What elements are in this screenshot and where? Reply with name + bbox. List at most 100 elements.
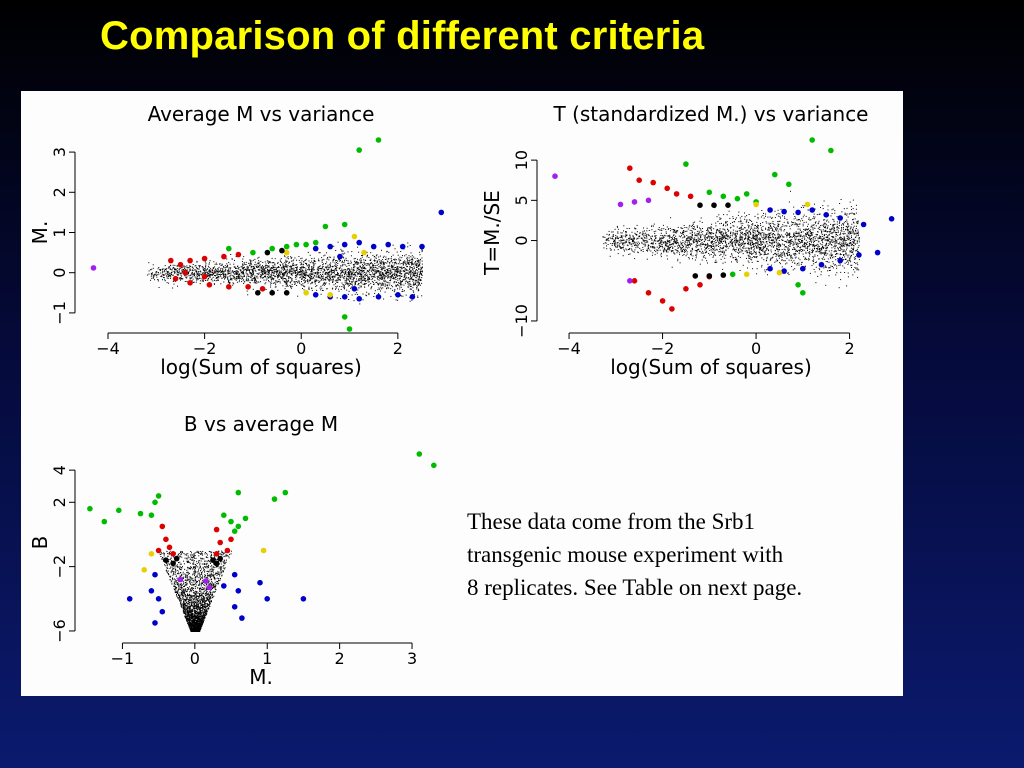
bulk-point: [648, 230, 650, 231]
bulk-point: [715, 231, 717, 233]
bulk-point: [339, 279, 341, 281]
bulk-point: [847, 276, 849, 278]
bulk-point: [284, 272, 286, 274]
bulk-point: [321, 268, 323, 270]
bulk-point: [335, 288, 336, 290]
bulk-point: [148, 273, 150, 275]
bulk-point: [236, 281, 238, 283]
bulk-point: [215, 277, 217, 279]
bulk-point: [250, 261, 251, 263]
bulk-point: [197, 273, 199, 275]
bulk-point: [767, 237, 769, 239]
bulk-point: [318, 277, 320, 279]
bulk-point: [760, 238, 761, 240]
bulk-point: [196, 271, 198, 272]
bulk-point: [768, 228, 770, 230]
bulk-point: [408, 260, 410, 262]
bulk-point: [369, 259, 371, 261]
bulk-point: [855, 204, 857, 206]
bulk-point: [328, 274, 330, 276]
bulk-point: [767, 249, 769, 251]
bulk-point: [299, 277, 301, 279]
bulk-point: [290, 267, 292, 269]
bulk-point: [160, 276, 162, 277]
bulk-point: [311, 282, 313, 284]
point-green: [375, 137, 382, 143]
bulk-point: [386, 288, 388, 290]
bulk-point: [341, 286, 343, 288]
bulk-point: [393, 269, 395, 271]
bulk-point: [809, 235, 811, 236]
bulk-point: [380, 275, 382, 277]
bulk-point: [707, 244, 709, 246]
bulk-point: [685, 240, 687, 241]
bulk-point: [273, 262, 275, 264]
bulk-point: [418, 261, 420, 263]
bulk-point: [225, 275, 227, 277]
bulk-point: [733, 241, 735, 243]
bulk-point: [297, 273, 299, 274]
bulk-point: [615, 238, 616, 240]
bulk-point: [238, 268, 240, 270]
bulk-point: [254, 282, 256, 284]
bulk-point: [770, 264, 772, 266]
bulk-point: [293, 281, 295, 283]
bulk-point: [208, 274, 210, 276]
bulk-point: [676, 230, 678, 231]
series-blue: [312, 209, 445, 302]
bulk-point: [396, 271, 398, 273]
bulk-point: [255, 270, 257, 272]
bulk-point: [833, 230, 835, 232]
bulk-point: [849, 231, 851, 233]
bulk-point: [858, 233, 859, 235]
bulk-point: [369, 269, 371, 271]
bulk-point: [270, 286, 272, 288]
bulk-point: [351, 275, 353, 277]
bulk-point: [816, 261, 817, 263]
bulk-point: [817, 238, 819, 240]
bulk-point: [416, 269, 417, 271]
bulk-point: [296, 264, 298, 265]
bulk-point: [266, 265, 268, 267]
bulk-point: [796, 235, 798, 237]
bulk-point: [380, 274, 382, 276]
bulk-point: [264, 272, 266, 274]
bulk-point: [272, 262, 274, 264]
bulk-point: [351, 273, 352, 275]
bulk-point: [315, 280, 317, 282]
bulk-point: [199, 283, 201, 285]
bulk-point: [814, 245, 816, 247]
bulk-point: [282, 274, 284, 276]
bulk-point: [209, 271, 211, 273]
bulk-point: [292, 265, 294, 267]
bulk-point: [392, 266, 394, 268]
bulk-point: [730, 232, 732, 234]
bulk-point: [298, 274, 300, 276]
bulk-point: [343, 277, 345, 279]
bulk-point: [610, 238, 612, 240]
bulk-point: [695, 257, 697, 259]
bulk-point: [765, 227, 767, 229]
bulk-point: [379, 273, 381, 275]
bulk-point: [778, 246, 780, 248]
bulk-point: [633, 241, 635, 243]
bulk-point: [799, 236, 801, 238]
bulk-point: [745, 236, 747, 238]
bulk-point: [301, 260, 303, 262]
bulk-point: [395, 261, 396, 263]
bulk-point: [616, 238, 618, 239]
bulk-point: [365, 294, 367, 296]
bulk-point: [288, 279, 289, 281]
bulk-point: [811, 241, 812, 243]
bulk-point: [380, 261, 381, 263]
bulk-point: [382, 267, 384, 269]
bulk-point: [650, 246, 652, 248]
bulk-point: [701, 242, 703, 244]
bulk-point: [259, 267, 261, 269]
bulk-point: [812, 245, 814, 247]
bulk-point: [266, 278, 268, 280]
bulk-point: [421, 260, 423, 262]
bulk-point: [172, 274, 174, 276]
bulk-point: [741, 235, 743, 237]
bulk-point: [204, 273, 206, 275]
